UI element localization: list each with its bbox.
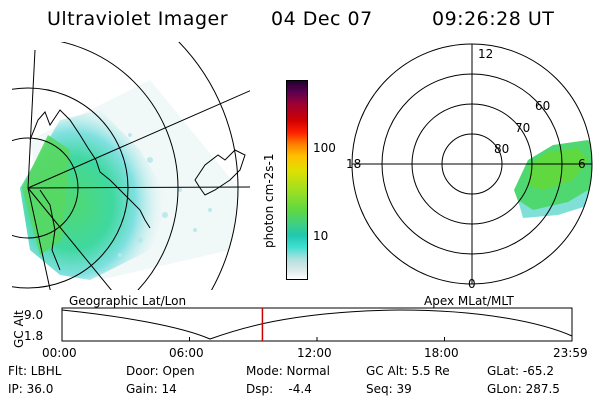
lat-label-80: 80 [494,142,509,156]
gc-alt-info: GC Alt: 5.5 Re [366,364,450,378]
x-tick-2359: 23:59 [553,346,588,360]
x-tick-1200: 12:00 [297,346,332,360]
coastlines [29,109,246,271]
door-info: Door: Open [126,364,195,378]
x-tick-1800: 18:00 [424,346,459,360]
alt-tick-high: 9.0 [24,308,44,322]
seq-info: Seq: 39 [366,382,412,396]
mlt-label-12: 12 [478,47,493,61]
glon-info: GLon: 287.5 [487,382,560,396]
polar-grid [351,43,593,285]
colorbar-unit-label: photon cm-2s-1 [262,153,276,249]
lat-label-60: 60 [535,99,550,113]
x-tick-0600: 06:00 [169,346,204,360]
colorbar-tick-100: 100 [313,141,336,155]
colorbar-tick-10: 10 [313,229,329,243]
x-tick-0000: 00:00 [42,346,77,360]
date-label: 04 Dec 07 [271,8,373,30]
dsp-info: Dsp: -4.4 [246,382,312,396]
time-label: 09:26:28 UT [432,8,555,30]
polar-plot: 12 18 6 0 60 70 80 [346,43,593,290]
mlt-label-0: 0 [468,277,476,290]
altitude-plot-frame [61,307,573,342]
mode-info: Mode: Normal [246,364,330,378]
ip-info: IP: 36.0 [8,382,54,396]
glat-info: GLat: -65.2 [487,364,554,378]
colorbar [286,80,308,280]
altitude-x-ticks [61,337,573,341]
altitude-plot [61,307,573,342]
geographic-map [12,42,250,290]
mlt-label-6: 6 [578,157,586,171]
filter-info: Flt: LBHL [8,364,62,378]
alt-tick-low: 1.8 [24,329,44,343]
gain-info: Gain: 14 [126,382,177,396]
lat-lon-grid [12,42,250,290]
lat-label-70: 70 [515,121,530,135]
left-panel-label: Geographic Lat/Lon [69,294,187,308]
altitude-curve [61,309,573,340]
mlt-label-18: 18 [346,157,361,171]
instrument-title: Ultraviolet Imager [47,8,229,30]
right-panel-label: Apex MLat/MLT [424,294,514,308]
aurora-speckles [118,133,212,257]
